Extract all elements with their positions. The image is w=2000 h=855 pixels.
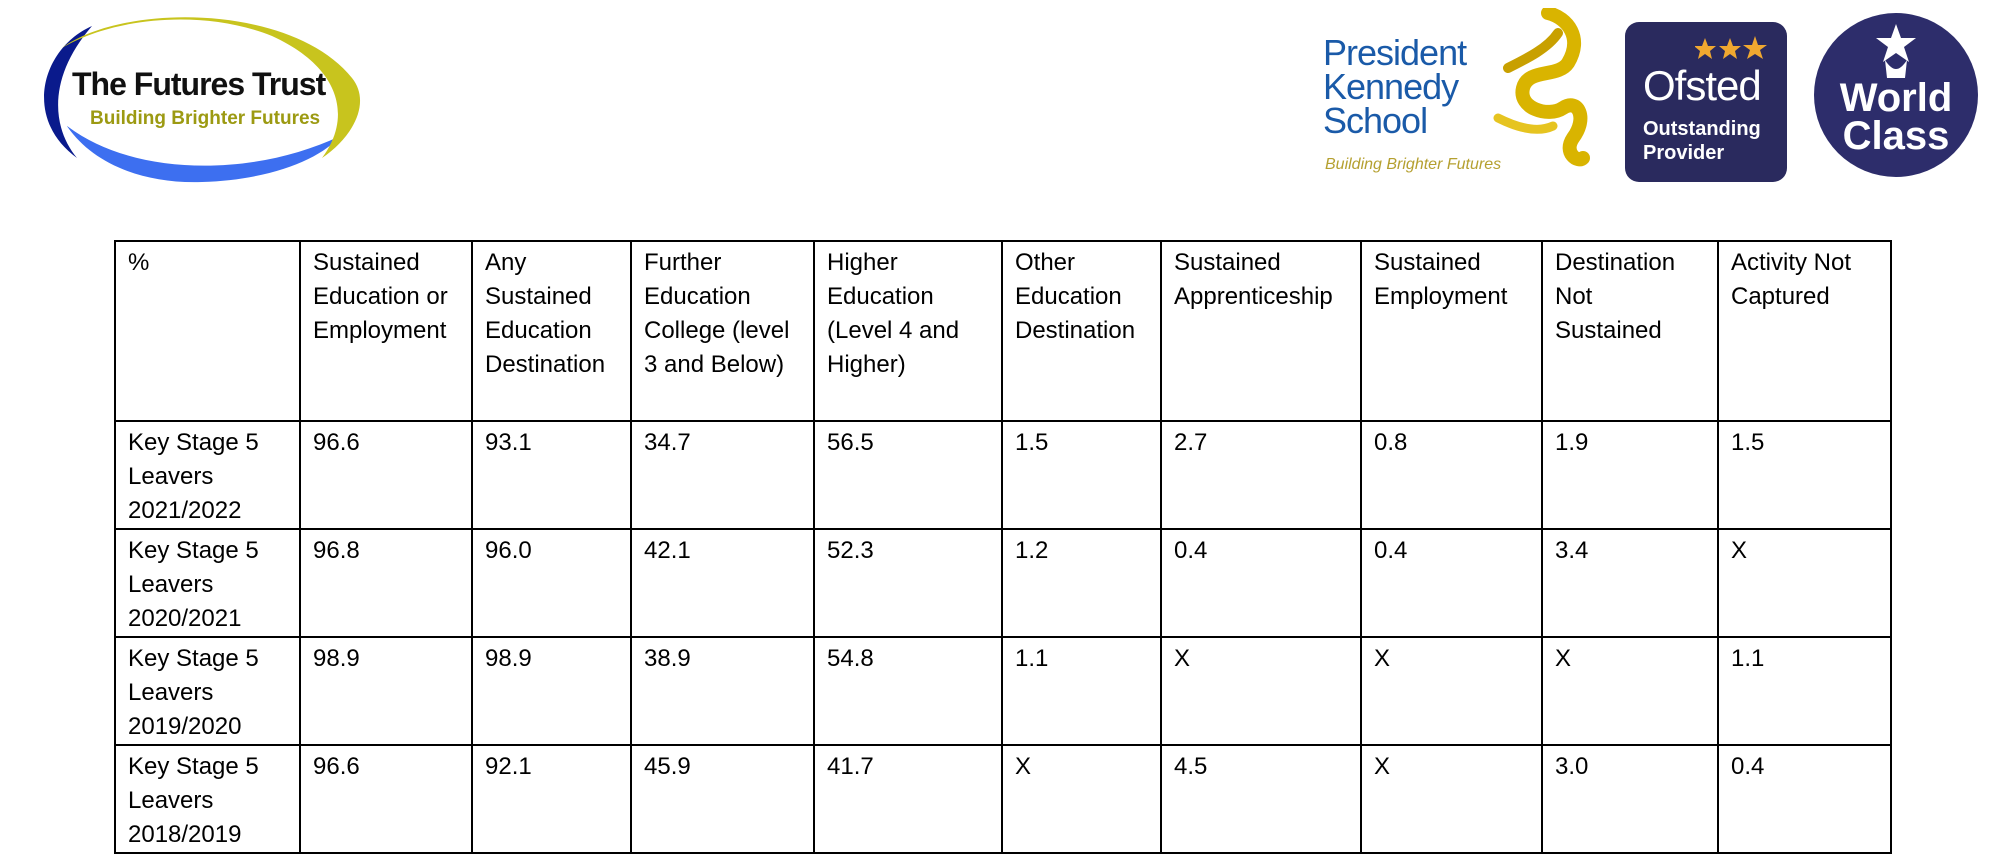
school-name-line1: President <box>1323 32 1467 73</box>
table-cell: 92.1 <box>471 744 632 854</box>
school-name-line2: Kennedy <box>1323 66 1459 107</box>
column-header-further-education: Further Education College (level 3 and B… <box>630 240 815 422</box>
table-row: Key Stage 5 Leavers 2018/2019 96.6 92.1 … <box>114 744 1892 854</box>
school-tagline: Building Brighter Futures <box>1325 156 1502 173</box>
trust-name: The Futures Trust <box>72 66 326 102</box>
table-cell: 1.1 <box>1001 636 1162 746</box>
ofsted-line1: Outstanding <box>1643 118 1761 140</box>
table-header-row: % Sustained Education or Employment Any … <box>114 240 1892 422</box>
ofsted-name: Ofsted <box>1643 62 1762 109</box>
table-cell: X <box>1360 744 1543 854</box>
column-header-activity-not-captured: Activity Not Captured <box>1717 240 1892 422</box>
table-cell: 54.8 <box>813 636 1003 746</box>
table-cell: X <box>1360 636 1543 746</box>
table-cell: 96.8 <box>299 528 473 638</box>
table-cell: 98.9 <box>299 636 473 746</box>
futures-trust-logo: The Futures Trust Building Brighter Futu… <box>22 8 384 186</box>
futures-trust-swoosh-icon <box>44 17 361 183</box>
table-cell: 1.2 <box>1001 528 1162 638</box>
table-cell: 52.3 <box>813 528 1003 638</box>
table-cell: 42.1 <box>630 528 815 638</box>
table-cell: X <box>1001 744 1162 854</box>
president-kennedy-logo: President Kennedy School Building Bright… <box>1323 8 1603 180</box>
table-cell: 1.9 <box>1541 420 1719 530</box>
table-cell: 96.6 <box>299 420 473 530</box>
table-cell: 96.0 <box>471 528 632 638</box>
table-cell: 3.0 <box>1541 744 1719 854</box>
row-label: Key Stage 5 Leavers 2019/2020 <box>114 636 301 746</box>
world-class-logo: World Class <box>1813 12 1979 178</box>
table-cell: X <box>1160 636 1362 746</box>
table-cell: 0.4 <box>1717 744 1892 854</box>
column-header-any-sustained-education: Any Sustained Education Destination <box>471 240 632 422</box>
world-class-line2: Class <box>1842 114 1950 158</box>
table-cell: 96.6 <box>299 744 473 854</box>
table-cell: 4.5 <box>1160 744 1362 854</box>
table-cell: 45.9 <box>630 744 815 854</box>
gold-ribbon-icon <box>1493 8 1590 167</box>
table-row: Key Stage 5 Leavers 2020/2021 96.8 96.0 … <box>114 528 1892 638</box>
table-cell: X <box>1717 528 1892 638</box>
table-cell: 1.5 <box>1717 420 1892 530</box>
table-row: Key Stage 5 Leavers 2019/2020 98.9 98.9 … <box>114 636 1892 746</box>
column-header-sustained-apprenticeship: Sustained Apprenticeship <box>1160 240 1362 422</box>
row-label: Key Stage 5 Leavers 2018/2019 <box>114 744 301 854</box>
table-cell: 2.7 <box>1160 420 1362 530</box>
table-cell: 93.1 <box>471 420 632 530</box>
table-cell: X <box>1541 636 1719 746</box>
school-name-line3: School <box>1323 100 1428 141</box>
destinations-table: % Sustained Education or Employment Any … <box>114 240 1892 854</box>
world-class-line1: World <box>1839 76 1953 120</box>
table-cell: 0.4 <box>1360 528 1543 638</box>
column-header-higher-education: Higher Education (Level 4 and Higher) <box>813 240 1003 422</box>
ofsted-outstanding-logo: Ofsted Outstanding Provider <box>1625 22 1787 182</box>
table-cell: 41.7 <box>813 744 1003 854</box>
table-cell: 1.5 <box>1001 420 1162 530</box>
column-header-destination-not-sustained: Destination Not Sustained <box>1541 240 1719 422</box>
table-cell: 0.8 <box>1360 420 1543 530</box>
table-cell: 34.7 <box>630 420 815 530</box>
column-header-sustained-employment: Sustained Employment <box>1360 240 1543 422</box>
ofsted-line2: Provider <box>1643 142 1725 164</box>
column-header-percent: % <box>114 240 301 422</box>
column-header-sustained-education-or-employment: Sustained Education or Employment <box>299 240 473 422</box>
table-cell: 0.4 <box>1160 528 1362 638</box>
trust-tagline: Building Brighter Futures <box>90 108 321 129</box>
table-cell: 98.9 <box>471 636 632 746</box>
table-cell: 38.9 <box>630 636 815 746</box>
row-label: Key Stage 5 Leavers 2020/2021 <box>114 528 301 638</box>
world-class-badge-icon <box>1814 13 1978 177</box>
table-cell: 3.4 <box>1541 528 1719 638</box>
ofsted-stars-icon <box>1695 36 1767 59</box>
table-cell: 56.5 <box>813 420 1003 530</box>
column-header-other-education: Other Education Destination <box>1001 240 1162 422</box>
row-label: Key Stage 5 Leavers 2021/2022 <box>114 420 301 530</box>
table-row: Key Stage 5 Leavers 2021/2022 96.6 93.1 … <box>114 420 1892 530</box>
table-cell: 1.1 <box>1717 636 1892 746</box>
